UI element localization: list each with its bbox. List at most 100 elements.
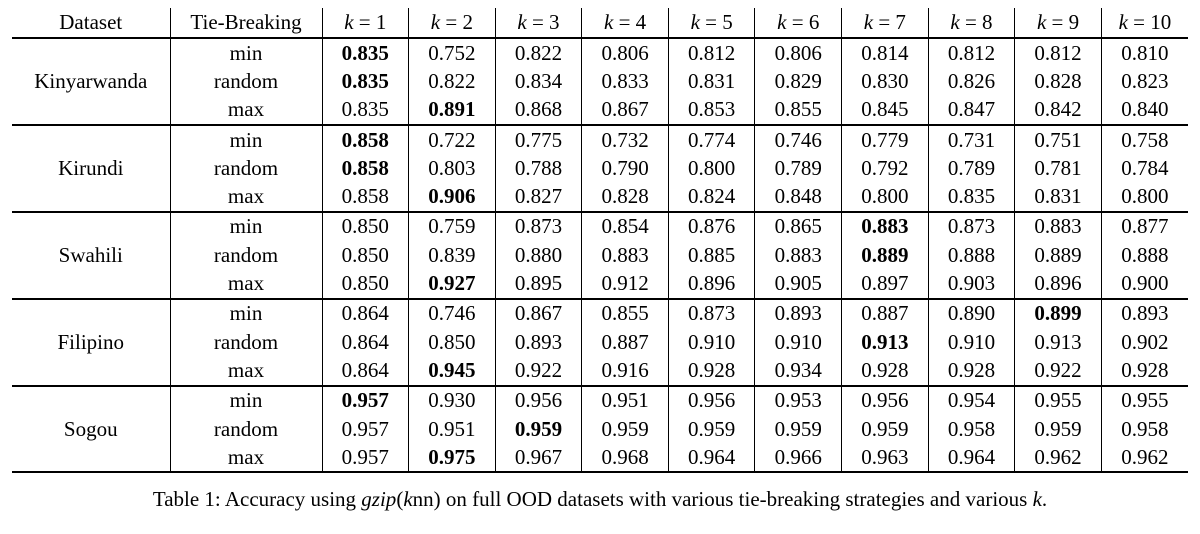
value-cell: 0.959 [754,414,842,444]
value-cell: 0.962 [1014,443,1102,473]
value-cell: 0.883 [841,210,929,242]
value-cell: 0.834 [494,67,582,96]
value-cell: 0.958 [1100,414,1188,444]
table-row: max 0.850 0.927 0.895 0.912 0.896 0.905 0.897 0.… [12,269,1188,299]
table-row: max 0.957 0.975 0.967 0.968 0.964 0.966 0.963 0.… [12,443,1188,473]
value-cell: 0.835 [321,36,409,68]
value-cell: 0.964 [927,443,1015,473]
value-cell: 0.922 [1014,356,1102,386]
value-cell: 0.822 [494,36,582,68]
value-cell: 0.812 [1014,36,1102,68]
value-cell: 0.835 [321,95,409,125]
value-cell: 0.913 [841,327,929,357]
col-header-k5: k = 5 [667,8,755,39]
value-cell: 0.845 [841,95,929,125]
value-cell: 0.775 [494,123,582,155]
value-cell: 0.865 [754,210,842,242]
k-value: = 6 [786,10,820,34]
table-caption: Table 1: Accuracy using gzip(knn) on ful… [0,486,1200,512]
value-cell: 0.966 [754,443,842,473]
k-value: = 5 [699,10,733,34]
value-cell: 0.959 [494,414,582,444]
value-cell: 0.888 [927,241,1015,270]
value-cell: 0.955 [1014,384,1102,415]
value-cell: 0.964 [667,443,755,473]
value-cell: 0.824 [667,182,755,212]
value-cell: 0.853 [667,95,755,125]
value-cell: 0.899 [1014,297,1102,328]
value-cell: 0.887 [581,327,669,357]
value-cell: 0.828 [581,182,669,212]
value-cell: 0.830 [841,67,929,96]
value-cell: 0.927 [408,269,496,299]
strategy-cell: max [169,95,322,125]
value-cell: 0.823 [1100,67,1188,96]
value-cell: 0.746 [754,123,842,155]
value-cell: 0.790 [581,154,669,183]
value-cell: 0.928 [1100,356,1188,386]
value-cell: 0.928 [667,356,755,386]
value-cell: 0.968 [581,443,669,473]
value-cell: 0.788 [494,154,582,183]
value-cell: 0.889 [1014,241,1102,270]
value-cell: 0.826 [927,67,1015,96]
value-cell: 0.880 [494,241,582,270]
strategy-cell: random [169,154,322,183]
strategy-cell: random [169,241,322,270]
value-cell: 0.814 [841,36,929,68]
table-row: random 0.864 0.850 0.893 0.887 0.910 0.910 0.91… [12,327,1188,357]
strategy-cell: max [169,356,322,386]
value-cell: 0.888 [1100,241,1188,270]
strategy-cell: min [169,210,322,242]
value-cell: 0.896 [1014,269,1102,299]
dataset-cell: Swahili [12,210,170,299]
caption-segment: k [1032,487,1042,511]
caption-segment: nn) on full OOD datasets with various ti… [412,487,1033,511]
strategy-cell: min [169,123,322,155]
value-cell: 0.896 [667,269,755,299]
value-cell: 0.916 [581,356,669,386]
strategy-cell: min [169,36,322,68]
table-row: random 0.957 0.951 0.959 0.959 0.959 0.959 0.95… [12,414,1188,444]
value-cell: 0.956 [841,384,929,415]
value-cell: 0.858 [321,123,409,155]
value-cell: 0.812 [927,36,1015,68]
value-cell: 0.873 [494,210,582,242]
value-cell: 0.885 [667,241,755,270]
value-cell: 0.967 [494,443,582,473]
value-cell: 0.955 [1100,384,1188,415]
value-cell: 0.774 [667,123,755,155]
value-cell: 0.956 [667,384,755,415]
value-cell: 0.913 [1014,327,1102,357]
value-cell: 0.800 [667,154,755,183]
value-cell: 0.957 [321,384,409,415]
value-cell: 0.751 [1014,123,1102,155]
dataset-cell: Kirundi [12,123,170,212]
value-cell: 0.922 [494,356,582,386]
strategy-cell: random [169,414,322,444]
table-row: Kirundi min 0.858 0.722 0.775 0.732 0.774 0.746… [12,123,1188,212]
k-value: = 1 [353,10,387,34]
value-cell: 0.928 [841,356,929,386]
value-cell: 0.906 [408,182,496,212]
value-cell: 0.850 [408,327,496,357]
k-value: = 7 [873,10,906,34]
k-value: = 8 [959,10,993,34]
value-cell: 0.847 [927,95,1015,125]
value-cell: 0.959 [581,414,669,444]
col-header-dataset: Dataset [12,8,170,39]
table-row: random 0.858 0.803 0.788 0.790 0.800 0.789 0.79… [12,154,1188,183]
table-row: Kinyarwanda min 0.835 0.752 0.822 0.806 0.812 0… [12,36,1188,125]
value-cell: 0.827 [494,182,582,212]
value-cell: 0.951 [408,414,496,444]
table-row: random 0.850 0.839 0.880 0.883 0.885 0.883 0.88… [12,241,1188,270]
value-cell: 0.963 [841,443,929,473]
value-cell: 0.864 [321,327,409,357]
table-row: Sogou min 0.957 0.930 0.956 0.951 0.956 0.953 0.… [12,384,1188,473]
value-cell: 0.864 [321,297,409,328]
k-variable: k [1036,10,1047,34]
value-cell: 0.759 [408,210,496,242]
value-cell: 0.893 [1100,297,1188,328]
